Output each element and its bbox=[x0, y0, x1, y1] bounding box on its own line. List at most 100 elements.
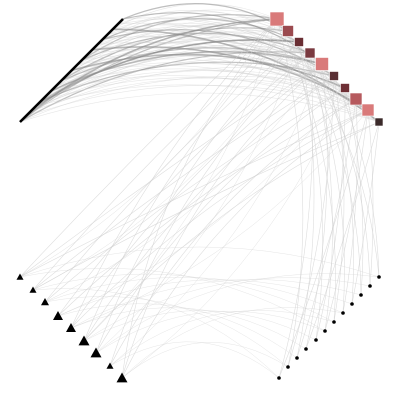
edge-square-triangle bbox=[95, 87, 346, 354]
edge-square-dot bbox=[278, 52, 314, 379]
edge-left-square bbox=[117, 22, 369, 111]
edge-square-dot bbox=[351, 121, 380, 305]
edge-square-dot bbox=[324, 109, 369, 332]
edge-square-dot bbox=[296, 41, 315, 359]
edge-square-dot bbox=[321, 63, 354, 305]
edge-triangle-square bbox=[109, 63, 323, 367]
nodes-layer bbox=[16, 11, 384, 383]
edge-triangle-dot bbox=[57, 279, 353, 317]
edge-left-square bbox=[45, 70, 357, 100]
edge-square-dot bbox=[344, 87, 364, 296]
dot-node bbox=[341, 311, 345, 315]
square-node bbox=[361, 103, 375, 117]
edge-left-square bbox=[97, 41, 380, 123]
edges-layer bbox=[19, 3, 380, 379]
edge-triangle-dot bbox=[83, 277, 371, 342]
square-node bbox=[349, 92, 363, 106]
edge-square-triangle bbox=[121, 63, 323, 379]
edge-triangle-dot bbox=[44, 277, 344, 314]
edge-triangle-dot bbox=[109, 310, 335, 367]
edge-left-square bbox=[122, 12, 323, 65]
edge-left-square bbox=[102, 18, 300, 43]
edge-square-dot bbox=[287, 30, 323, 341]
edge-triangle-square bbox=[32, 41, 300, 291]
edge-left-square bbox=[97, 25, 311, 54]
edge-square-triangle bbox=[70, 63, 323, 329]
square-node bbox=[294, 37, 304, 47]
edge-triangle-dot bbox=[95, 310, 326, 354]
square-node bbox=[329, 71, 339, 81]
edge-triangle-square bbox=[83, 18, 278, 342]
edge-square-triangle bbox=[121, 18, 278, 379]
dot-node bbox=[350, 302, 354, 306]
edge-square-dot bbox=[367, 109, 374, 287]
triangle-node bbox=[90, 347, 102, 358]
edge-square-triangle bbox=[44, 87, 346, 303]
edge-square-dot bbox=[315, 87, 346, 341]
dot-node bbox=[368, 284, 372, 288]
edge-square-dot bbox=[305, 121, 380, 350]
triangle-node bbox=[106, 362, 114, 369]
edge-triangle-dot bbox=[19, 246, 380, 278]
dot-node bbox=[304, 347, 308, 351]
edge-triangle-square bbox=[70, 109, 369, 329]
edge-left-square bbox=[92, 32, 323, 65]
edge-triangle-square bbox=[19, 18, 278, 278]
square-node bbox=[282, 25, 294, 37]
edge-square-triangle bbox=[109, 52, 311, 367]
triangle-node bbox=[41, 298, 49, 306]
edge-triangle-dot bbox=[44, 296, 289, 368]
dot-node bbox=[359, 293, 363, 297]
edge-square-dot bbox=[333, 75, 345, 323]
edge-square-triangle bbox=[32, 75, 335, 291]
edge-triangle-square bbox=[57, 87, 346, 317]
edge-left-square bbox=[50, 75, 380, 123]
triangle-node bbox=[116, 372, 128, 383]
edge-left-square bbox=[112, 28, 380, 123]
triangle-node bbox=[16, 273, 24, 280]
edge-triangle-dot bbox=[19, 268, 326, 332]
edge-left-square bbox=[117, 18, 335, 77]
edge-triangle-dot bbox=[83, 310, 317, 342]
edge-square-triangle bbox=[19, 18, 278, 278]
edge-triangle-dot bbox=[32, 288, 280, 379]
triangle-node bbox=[29, 286, 37, 293]
axis-layer bbox=[19, 18, 124, 123]
edge-left-square bbox=[102, 35, 369, 111]
edge-left-square bbox=[19, 18, 278, 123]
edge-triangle-dot bbox=[70, 279, 362, 329]
edge-triangle-dot bbox=[32, 273, 335, 323]
square-node bbox=[304, 47, 316, 59]
triangle-node bbox=[66, 323, 76, 332]
edge-triangle-square bbox=[121, 87, 346, 379]
edge-left-square-strong bbox=[112, 28, 380, 123]
edge-square-triangle bbox=[70, 18, 278, 329]
edge-square-dot bbox=[276, 18, 336, 323]
dot-node bbox=[295, 356, 299, 360]
left-axis-line bbox=[19, 18, 124, 123]
edge-triangle-square bbox=[44, 63, 323, 303]
edge-left-square bbox=[81, 32, 311, 61]
edge-square-dot bbox=[309, 52, 333, 332]
edge-triangle-square bbox=[95, 41, 300, 354]
edge-square-dot bbox=[287, 30, 362, 296]
edge-triangle-dot bbox=[70, 307, 307, 350]
edge-triangle-dot bbox=[109, 341, 280, 379]
edge-triangle-dot bbox=[121, 342, 289, 379]
square-node bbox=[374, 117, 384, 127]
edge-left-square bbox=[25, 85, 369, 118]
dot-node bbox=[314, 338, 318, 342]
square-node bbox=[269, 11, 285, 27]
triangle-node bbox=[78, 335, 90, 346]
edge-left-square bbox=[117, 10, 300, 43]
edge-square-triangle bbox=[57, 52, 311, 317]
edge-square-triangle bbox=[32, 30, 289, 291]
edge-triangle-dot bbox=[95, 273, 380, 354]
triangle-node bbox=[53, 311, 63, 320]
edge-left-square bbox=[71, 58, 369, 111]
edge-square-dot bbox=[287, 75, 335, 368]
dot-node bbox=[277, 376, 281, 380]
dot-node bbox=[323, 329, 327, 333]
